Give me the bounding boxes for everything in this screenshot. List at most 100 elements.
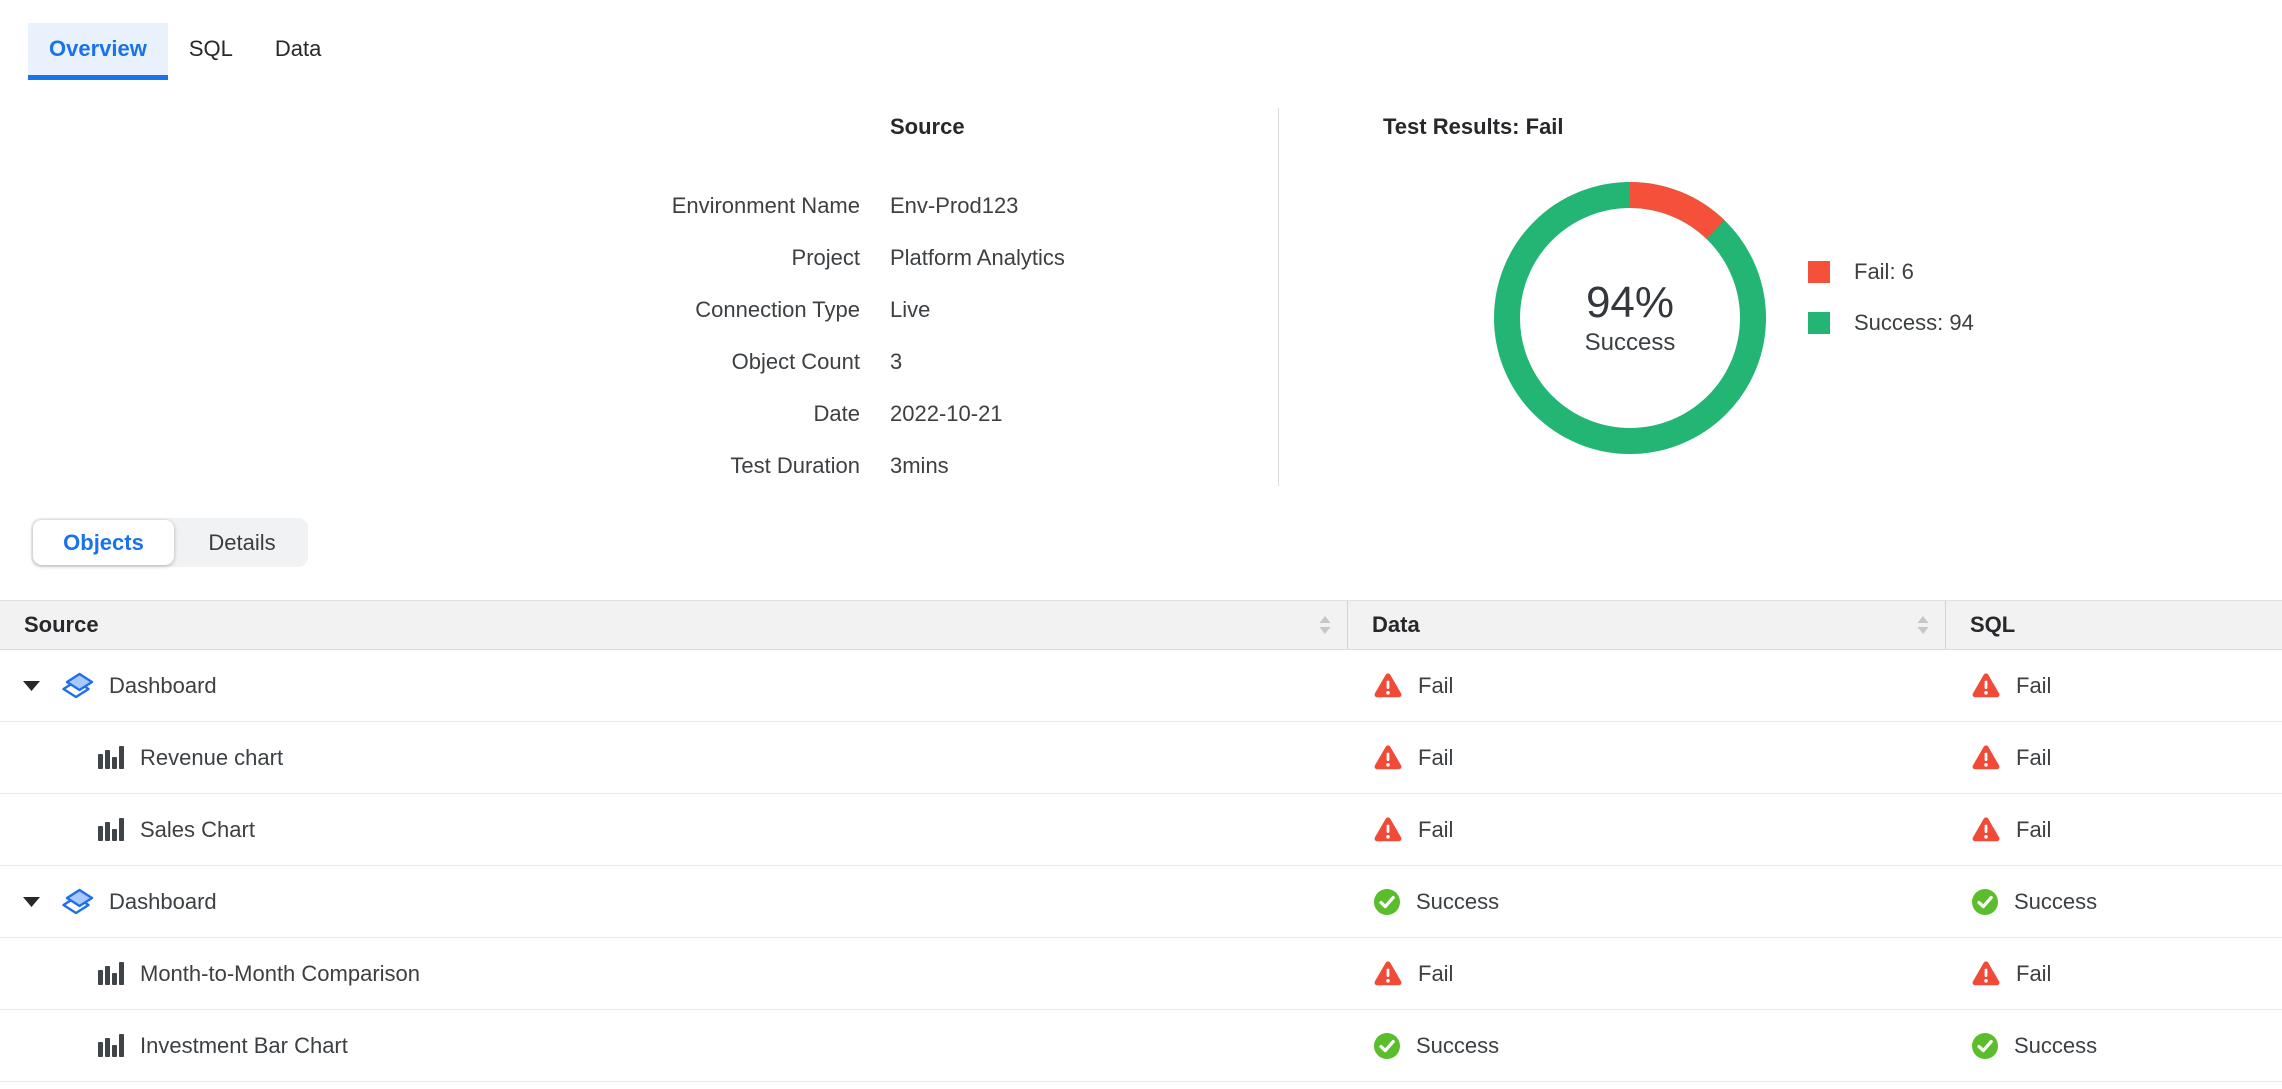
fail-icon xyxy=(1374,745,1402,770)
expand-caret[interactable] xyxy=(23,680,40,691)
info-field-value: 3 xyxy=(890,349,903,374)
fail-icon xyxy=(1972,817,2000,842)
info-field-value: Live xyxy=(890,297,931,322)
info-field-row: Project Platform Analytics xyxy=(500,232,1065,284)
info-field-row: Connection Type Live xyxy=(500,284,1065,336)
table-row[interactable]: Dashboard Success Success xyxy=(0,866,2282,938)
status-label: Fail xyxy=(1418,816,1454,842)
objects-table: Source Data SQL Dashboard Fail Fail Revenue… xyxy=(0,600,2282,1082)
objects-button[interactable]: Objects xyxy=(33,520,174,565)
status-label: Success xyxy=(1416,1032,1500,1058)
fail-icon xyxy=(1972,673,2000,698)
sort-icon[interactable] xyxy=(1917,616,1929,634)
status-cell: Success xyxy=(1347,866,1945,937)
caret-down-icon[interactable] xyxy=(23,680,40,691)
table-row[interactable]: Sales Chart Fail Fail xyxy=(0,794,2282,866)
status-label: Fail xyxy=(2016,672,2052,698)
success-icon xyxy=(1972,1032,1998,1059)
source-cell: Month-to-Month Comparison xyxy=(0,938,1347,1009)
tab-data[interactable]: Data xyxy=(274,36,322,61)
status-cell: Fail xyxy=(1945,722,2282,793)
view-toggle: Objects Details xyxy=(31,518,308,567)
object-label: Investment Bar Chart xyxy=(140,1032,348,1058)
column-header-data[interactable]: Data xyxy=(1347,601,1945,649)
fail-icon xyxy=(1374,817,1402,842)
column-header-sql[interactable]: SQL xyxy=(1945,601,2282,649)
info-field-label: Connection Type xyxy=(695,297,860,322)
table-row[interactable]: Dashboard Fail Fail xyxy=(0,650,2282,722)
info-field-row: Test Duration 3mins xyxy=(500,440,1065,492)
table-row[interactable]: Month-to-Month Comparison Fail Fail xyxy=(0,938,2282,1010)
tab-sql[interactable]: SQL xyxy=(188,36,233,61)
sort-icon[interactable] xyxy=(1319,616,1331,634)
success-icon xyxy=(1374,888,1400,915)
expand-caret[interactable] xyxy=(23,896,40,907)
table-row[interactable]: Revenue chart Fail Fail xyxy=(0,722,2282,794)
status-cell: Fail xyxy=(1945,938,2282,1009)
info-field-value: 3mins xyxy=(890,453,949,478)
info-field-label: Environment Name xyxy=(671,193,860,218)
source-cell: Revenue chart xyxy=(0,722,1347,793)
caret-down-icon[interactable] xyxy=(23,896,40,907)
status-label: Fail xyxy=(2016,816,2052,842)
source-cell: Investment Bar Chart xyxy=(0,1010,1347,1081)
info-field-row: Date 2022-10-21 xyxy=(500,388,1065,440)
donut-percentage: 94% xyxy=(1585,277,1675,327)
table-row[interactable]: Investment Bar Chart Success Success xyxy=(0,1010,2282,1082)
legend-item-fail: Fail: 6 xyxy=(1808,259,1974,285)
legend-item-success: Success: 94 xyxy=(1808,310,1974,336)
donut-center-label: Success xyxy=(1584,329,1676,357)
info-field-value: Platform Analytics xyxy=(890,245,1065,270)
dashboard-icon xyxy=(62,888,94,914)
source-cell: Dashboard xyxy=(0,866,1347,937)
fail-icon xyxy=(1374,673,1402,698)
panel-divider xyxy=(1278,108,1279,486)
sql-header-label: SQL xyxy=(1970,612,2016,637)
object-icon-wrap xyxy=(97,745,125,771)
info-field-label: Project xyxy=(791,245,860,270)
info-field-label: Test Duration xyxy=(730,453,860,478)
bar-chart-icon xyxy=(98,1033,124,1057)
details-button[interactable]: Details xyxy=(208,529,276,555)
object-icon-wrap xyxy=(97,961,125,987)
table-body: Dashboard Fail Fail Revenue chart Fail Fail Sa… xyxy=(0,650,2282,1082)
object-label: Dashboard xyxy=(109,672,217,698)
results-donut-chart: 94% Success xyxy=(1494,182,1766,454)
object-label: Revenue chart xyxy=(140,744,284,770)
test-results-title: Test Results: Fail xyxy=(1383,114,1564,139)
status-label: Fail xyxy=(2016,744,2052,770)
status-label: Fail xyxy=(1418,744,1454,770)
status-cell: Fail xyxy=(1945,650,2282,721)
status-cell: Fail xyxy=(1347,794,1945,865)
object-icon-wrap xyxy=(62,672,94,700)
info-field-row: Object Count 3 xyxy=(500,336,1065,388)
source-cell: Dashboard xyxy=(0,650,1347,721)
donut-svg xyxy=(1494,182,1766,454)
info-field-row: Environment Name Env-Prod123 xyxy=(500,180,1065,232)
legend-fail-label: Fail: 6 xyxy=(1854,259,1914,284)
info-field-value: 2022-10-21 xyxy=(890,401,1003,426)
sort-arrows-icon xyxy=(1917,616,1929,634)
donut-fail-arc xyxy=(1494,182,1766,454)
status-label: Fail xyxy=(2016,960,2052,986)
object-icon-wrap xyxy=(97,1033,125,1059)
tab-overview[interactable]: Overview xyxy=(28,23,168,80)
status-cell: Fail xyxy=(1945,794,2282,865)
status-cell: Fail xyxy=(1347,650,1945,721)
object-label: Dashboard xyxy=(109,888,217,914)
column-header-source[interactable]: Source xyxy=(0,601,1347,649)
fail-icon xyxy=(1972,961,2000,986)
status-cell: Fail xyxy=(1347,722,1945,793)
source-panel-title: Source xyxy=(890,114,965,139)
success-icon xyxy=(1972,888,1998,915)
source-panel-fields: Environment Name Env-Prod123 Project Platfo… xyxy=(500,180,1065,492)
info-field-label: Object Count xyxy=(731,349,860,374)
status-cell: Success xyxy=(1945,1010,2282,1081)
success-icon xyxy=(1374,1032,1400,1059)
status-cell: Success xyxy=(1945,866,2282,937)
table-header-row: Source Data SQL xyxy=(0,600,2282,650)
fail-icon xyxy=(1972,745,2000,770)
source-cell: Sales Chart xyxy=(0,794,1347,865)
success-swatch xyxy=(1808,312,1830,334)
